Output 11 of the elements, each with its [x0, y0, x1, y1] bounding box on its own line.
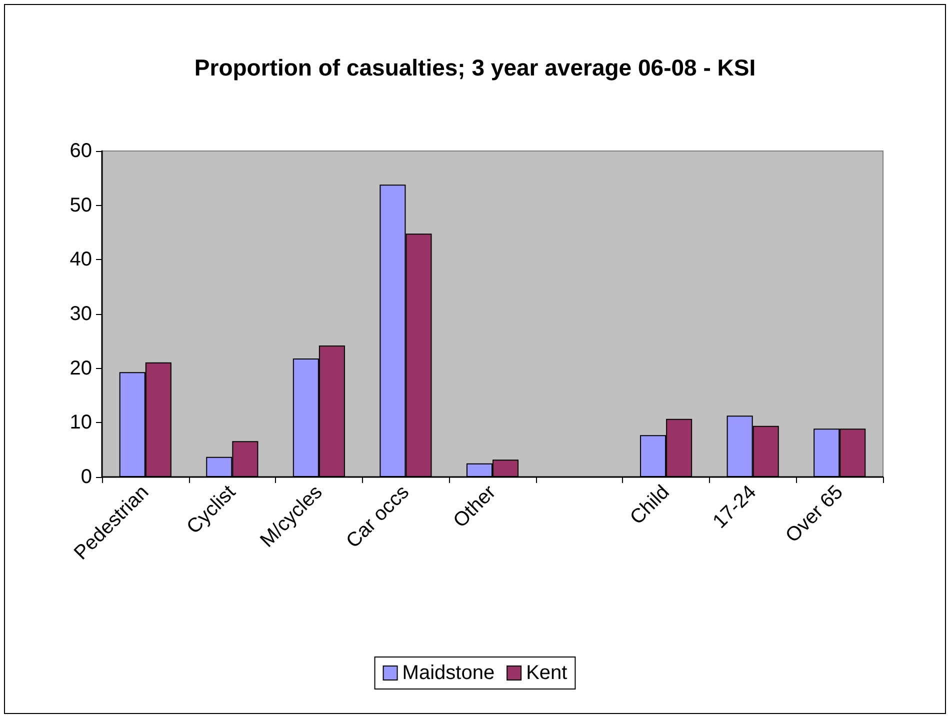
y-tick-label: 30 — [70, 303, 92, 325]
chart-title: Proportion of casualties; 3 year average 06-08 - KSI — [194, 54, 756, 80]
x-tick-label: Car occs — [342, 481, 414, 553]
y-tick-label: 0 — [80, 466, 92, 488]
y-tick-label: 10 — [70, 412, 92, 434]
legend-label: Kent — [526, 662, 568, 684]
y-tick-label: 20 — [70, 357, 92, 380]
y-tick-label: 50 — [70, 194, 92, 216]
y-tick-label: 40 — [70, 248, 92, 271]
legend-label: Maidstone — [402, 662, 495, 684]
y-tick-label: 60 — [70, 140, 92, 162]
